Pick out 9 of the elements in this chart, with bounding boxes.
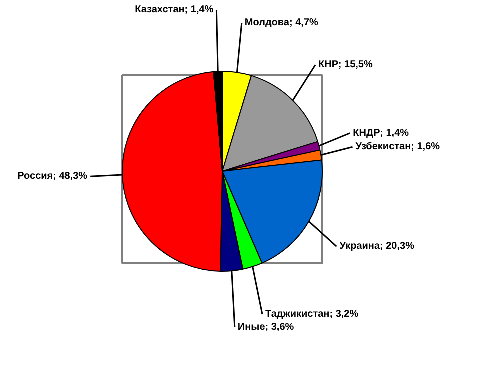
slice-label: Иные; 3,6% <box>238 322 294 333</box>
slice-label: КНДР; 1,4% <box>353 128 410 139</box>
slice-label: Украина; 20,3% <box>340 241 415 252</box>
slice-label: Таджикистан; 3,2% <box>266 308 359 320</box>
slice-label: Россия; 48,3% <box>18 171 88 182</box>
slice-label: Молдова; 4,7% <box>244 18 319 29</box>
slice-label: Узбекистан; 1,6% <box>356 142 440 153</box>
slice-label: Казахстан; 1,4% <box>135 4 214 16</box>
slice-label: КНР; 15,5% <box>318 60 373 71</box>
